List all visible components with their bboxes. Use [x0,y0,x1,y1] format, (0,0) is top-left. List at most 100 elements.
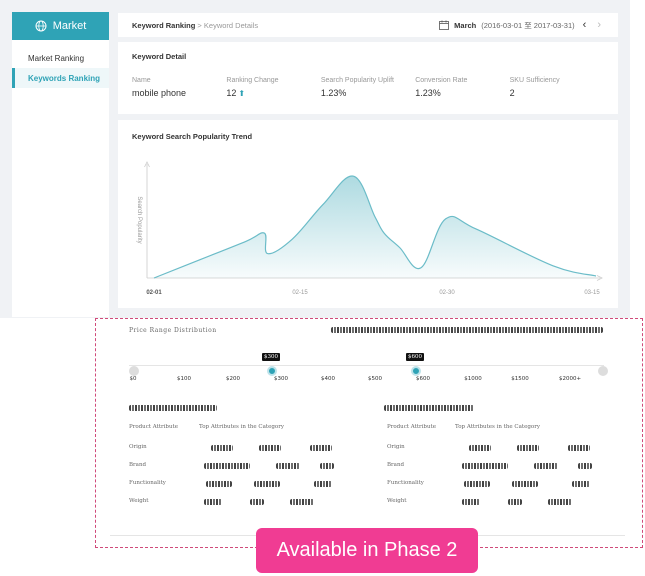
metric-value-text: 1.23% [415,88,441,98]
sidebar-brand-label: Market [52,20,87,32]
cell [572,481,590,487]
cell [517,445,539,451]
price-slider-track[interactable] [129,365,604,366]
right-row-origin: Origin [387,444,405,450]
cell [204,499,222,505]
price-tick-label: $2000+ [558,376,582,382]
metric-name: Name mobile phone [132,77,226,98]
cell [534,463,558,469]
metric-conversion-rate: Conversion Rate 1.23% [415,77,509,98]
x-tick-label: 02-15 [292,290,308,296]
price-tick-label: $400 [321,376,335,382]
cell [462,463,508,469]
phase2-preview: Price Range Distribution $300 $600 $0 $10… [95,318,643,548]
keyword-detail-title: Keyword Detail [132,52,187,61]
cell [469,445,491,451]
price-tick-label: $300 [274,376,288,382]
right-row-functionality: Functionality [387,480,424,486]
price-tick-label: $1500 [511,376,529,382]
metric-value: 12 ⬆ [226,88,320,98]
right-row-weight: Weight [387,498,407,504]
cell [276,463,300,469]
series-line [153,175,597,279]
phase2-badge: Available in Phase 2 [256,528,478,573]
keyword-detail-card: Keyword Detail Name mobile phone Ranking… [118,42,618,114]
y-axis-arrow [144,161,150,168]
left-top-head: Top Attributes in the Category [199,424,284,430]
arrow-up-icon: ⬆ [238,88,246,98]
metric-value: 1.23% [321,88,415,98]
right-attr-head: Product Attribute [387,424,436,430]
price-tick-label: $600 [416,376,430,382]
right-top-head: Top Attributes in the Category [455,424,540,430]
price-range-title: Price Range Distribution [129,327,217,334]
x-tick-label: 02-30 [439,290,455,296]
left-row-origin: Origin [129,444,147,450]
breadcrumb-keyword-ranking[interactable]: Keyword Ranking [132,20,196,30]
trend-chart: Search Popularity 02-01 02-15 02-30 03-15 [136,161,603,296]
price-range-caption [331,327,603,333]
cell [211,445,233,451]
metrics-row: Name mobile phone Ranking Change 12 ⬆ Sea… [132,77,604,98]
x-tick-label: 03-15 [584,290,600,296]
breadcrumb-keyword-details: Keyword Details [203,20,259,30]
sidebar: Market Market Ranking Keywords Ranking [12,12,109,317]
cell [204,463,250,469]
date-range: (2016-03-01 至 2017-03-31) [481,20,575,30]
cell [462,499,480,505]
date-month: March [454,20,477,30]
price-low-handle[interactable] [267,366,277,376]
cell [568,445,590,451]
date-picker[interactable]: March (2016-03-01 至 2017-03-31) ‹ › [439,19,604,31]
cell [512,481,538,487]
price-tick-label: $0 [129,376,137,382]
price-high-handle[interactable] [411,366,421,376]
cell [320,463,334,469]
cell [290,499,314,505]
cell [464,481,490,487]
chevron-right-icon[interactable]: › [597,19,601,31]
metric-label: Name [132,77,151,84]
price-tick-label: $500 [368,376,382,382]
metric-ranking-change: Ranking Change 12 ⬆ [226,77,320,98]
metric-label: SKU Sufficiency [509,77,560,84]
metric-label: Search Popularity Uplift [320,77,394,84]
cell [314,481,332,487]
globe-icon [35,20,47,32]
metric-search-popularity-uplift: Search Popularity Uplift 1.23% [321,77,415,98]
metric-value: mobile phone [132,88,226,98]
sidebar-brand[interactable]: Market [12,12,109,40]
right-row-brand: Brand [387,462,405,468]
left-attr-head: Product Attribute [129,424,178,430]
breadcrumb: Keyword Ranking > Keyword Details [132,21,258,30]
price-tick-label: $100 [177,376,191,382]
sidebar-item-keywords-ranking[interactable]: Keywords Ranking [12,68,109,88]
price-high-tag: $600 [406,353,424,361]
slider-end-left [129,366,139,376]
cell [254,481,280,487]
sidebar-item-market-ranking[interactable]: Market Ranking [28,53,85,63]
chevron-left-icon[interactable]: ‹ [582,19,587,31]
left-row-functionality: Functionality [129,480,166,486]
breadcrumb-separator: > [195,20,204,30]
metric-label: Ranking Change [226,77,279,84]
cell [250,499,264,505]
y-axis-label: Search Popularity [136,196,142,243]
metric-value-text: 2 [509,88,515,98]
x-axis-arrow [596,275,603,281]
metric-value-text: mobile phone [132,88,187,98]
price-tick-label: $200 [226,376,240,382]
cell [548,499,572,505]
cell [310,445,332,451]
metric-value-text: 12 [226,88,237,98]
left-section-title [129,405,217,411]
metric-value: 1.23% [415,88,509,98]
cell [508,499,522,505]
price-low-tag: $300 [262,353,280,361]
right-section-title [384,405,474,411]
cell [259,445,281,451]
series-area [154,176,596,278]
price-tick-label: $1000 [464,376,482,382]
metric-sku-sufficiency: SKU Sufficiency 2 [510,77,604,98]
metric-value: 2 [510,88,604,98]
